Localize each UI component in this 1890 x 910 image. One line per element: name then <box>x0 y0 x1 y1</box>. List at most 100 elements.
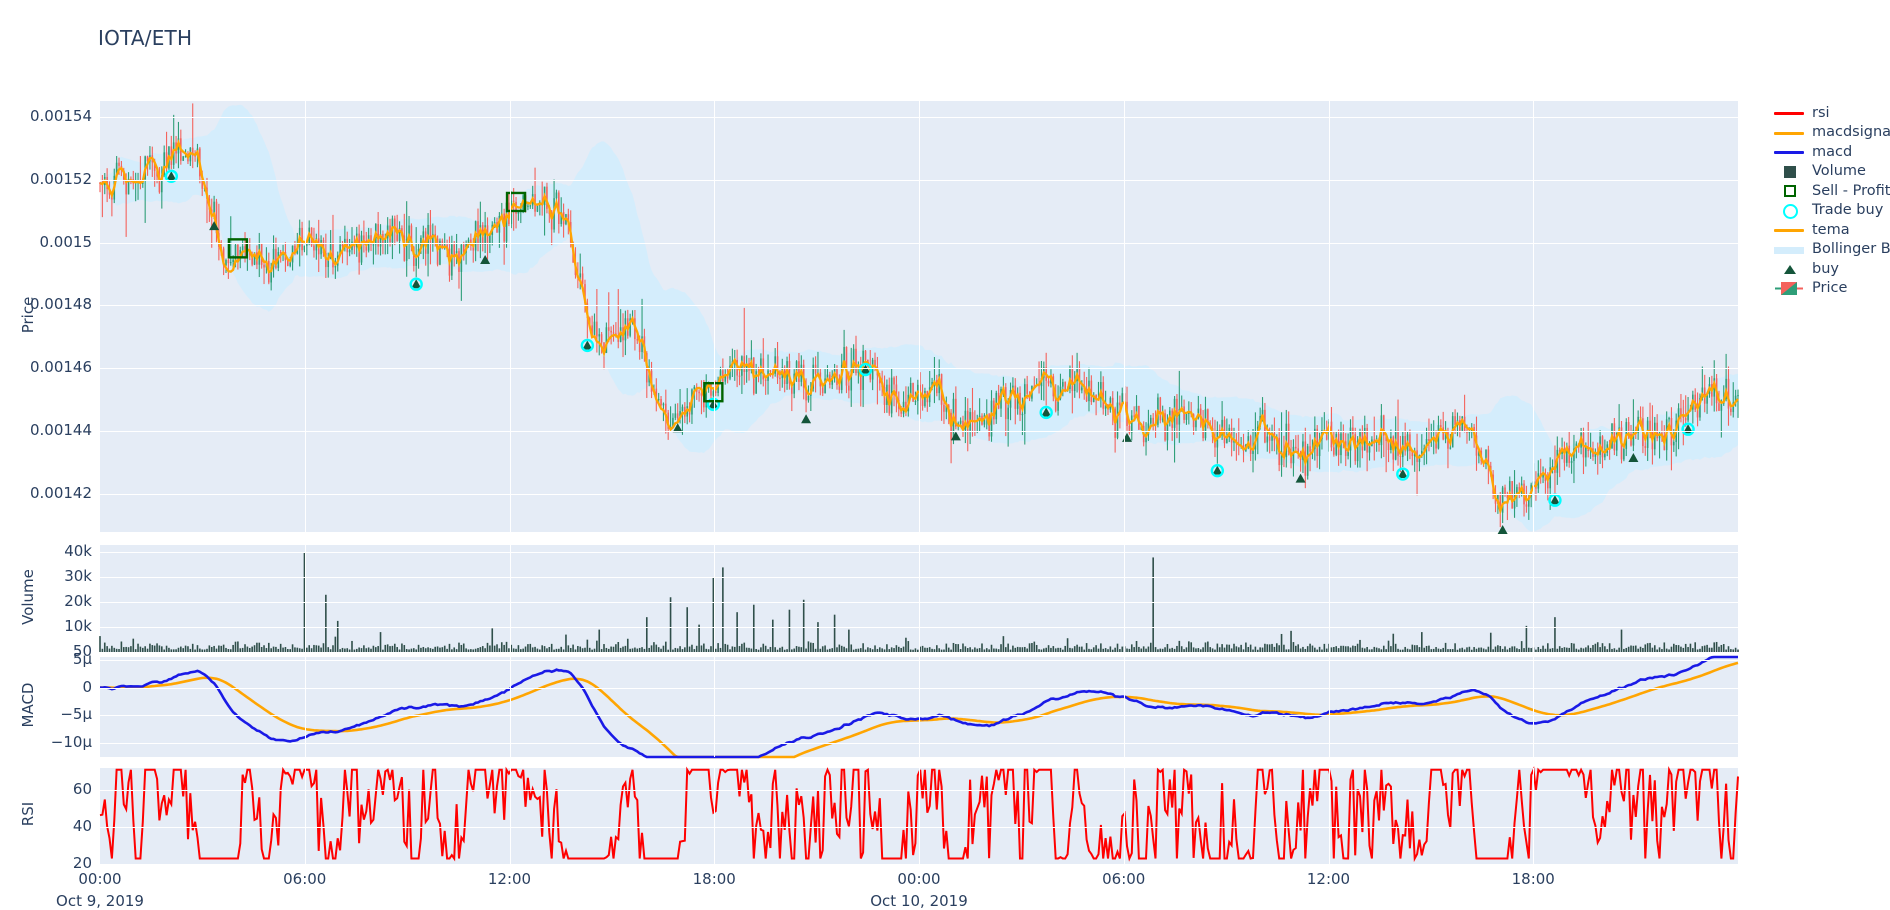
y-tick-label: 0 <box>82 677 92 696</box>
gridline-vertical <box>509 657 511 757</box>
x-tick-label: 12:00 <box>487 870 532 888</box>
legend-item-label: Price <box>1812 280 1848 297</box>
gridline-vertical <box>919 545 920 652</box>
gridline-vertical <box>919 768 920 864</box>
legend-item-bollinger-band[interactable]: Bollinger Band <box>1772 240 1890 260</box>
y-tick-label: −5µ <box>60 705 92 724</box>
legend-key-icon <box>1772 123 1806 142</box>
candlestick-icon <box>1775 281 1803 295</box>
gridline-horizontal <box>100 688 1738 689</box>
legend-item-label: macd <box>1812 143 1853 160</box>
legend-key-icon <box>1772 220 1806 239</box>
gridline-horizontal <box>100 368 1738 369</box>
y-tick-label: 0.00142 <box>29 484 92 503</box>
legend-key-icon <box>1772 201 1806 220</box>
gridline-horizontal <box>100 864 1738 865</box>
sell-profit-markers[interactable] <box>227 191 724 403</box>
gridline-vertical <box>1123 657 1125 757</box>
legend-item-buy[interactable]: buy <box>1772 259 1890 279</box>
gridline-vertical <box>509 545 511 652</box>
gridline-horizontal <box>100 652 1738 653</box>
legend-key-icon <box>1772 259 1806 278</box>
gridline-vertical <box>1328 657 1330 757</box>
legend-item-label: buy <box>1812 260 1839 277</box>
gridline-vertical <box>304 101 306 532</box>
buy-markers[interactable] <box>166 171 1694 535</box>
gridline-horizontal <box>100 180 1738 181</box>
y-tick-label: 0.00148 <box>29 295 92 314</box>
gridline-vertical <box>1328 101 1330 532</box>
x-axis-date-label: Oct 10, 2019 <box>870 892 968 910</box>
x-tick-label: 06:00 <box>1102 870 1146 888</box>
gridline-vertical <box>304 657 306 757</box>
y-tick-label: 5µ <box>72 649 92 668</box>
gridline-horizontal <box>100 305 1738 306</box>
y-tick-label: 30k <box>64 567 92 586</box>
legend-key-icon <box>1772 181 1806 200</box>
gridline-vertical <box>1533 101 1535 532</box>
gridline-horizontal <box>100 827 1738 828</box>
y-tick-label: 40 <box>72 817 92 836</box>
legend-item-label: tema <box>1812 221 1850 238</box>
line-swatch-icon <box>1774 131 1804 135</box>
legend-key-icon <box>1772 279 1806 298</box>
y-tick-label: 50 <box>72 641 92 660</box>
page-title: IOTA/ETH <box>98 26 193 50</box>
band-swatch-icon <box>1774 246 1804 254</box>
y-tick-label: 40k <box>64 542 92 561</box>
legend-item-rsi[interactable]: rsi <box>1772 103 1890 123</box>
gridline-vertical <box>714 657 716 757</box>
legend-key-icon <box>1772 142 1806 161</box>
gridline-horizontal <box>100 552 1738 553</box>
gridline-horizontal <box>100 243 1738 244</box>
line-swatch-icon <box>1774 229 1804 233</box>
gridline-horizontal <box>100 577 1738 578</box>
y-tick-label: 60 <box>72 780 92 799</box>
open-circle-icon <box>1783 203 1798 219</box>
gridline-horizontal <box>100 660 1738 661</box>
legend-item-macdsignal[interactable]: macdsignal <box>1772 123 1890 143</box>
gridline-vertical <box>1328 768 1330 864</box>
trade-buy-markers[interactable] <box>164 169 1695 507</box>
gridline-vertical <box>1123 101 1125 532</box>
y-tick-label: 0.00154 <box>29 106 92 125</box>
gridline-horizontal <box>100 431 1738 432</box>
gridline-vertical <box>1123 768 1125 864</box>
y-tick-label: 0.00146 <box>29 358 92 377</box>
gridline-vertical <box>919 657 920 757</box>
gridline-horizontal <box>100 715 1738 716</box>
y-tick-label: 0.00144 <box>29 421 92 440</box>
x-tick-label: 00:00 <box>78 870 122 888</box>
legend-item-volume[interactable]: Volume <box>1772 162 1890 182</box>
legend-item-label: Trade buy <box>1812 202 1884 219</box>
y-tick-label: 0.0015 <box>39 232 93 251</box>
legend-item-price[interactable]: Price <box>1772 279 1890 299</box>
gridline-vertical <box>714 545 716 652</box>
legend-item-tema[interactable]: tema <box>1772 220 1890 240</box>
gridline-horizontal <box>100 602 1738 603</box>
chart-legend: rsi macdsignal macd Volume Sell - Profit Trad… <box>1772 103 1890 298</box>
legend-item-label: Sell - Profit <box>1812 182 1890 199</box>
legend-key-icon <box>1772 240 1806 259</box>
gridline-vertical <box>509 101 511 532</box>
gridline-vertical <box>1328 545 1330 652</box>
legend-item-label: macdsignal <box>1812 124 1890 141</box>
x-tick-label: 12:00 <box>1306 870 1351 888</box>
legend-item-trade-buy[interactable]: Trade buy <box>1772 201 1890 221</box>
filled-square-icon <box>1784 165 1796 178</box>
gridline-vertical <box>714 768 716 864</box>
legend-item-sell-profit[interactable]: Sell - Profit <box>1772 181 1890 201</box>
legend-item-label: rsi <box>1812 104 1830 121</box>
gridline-vertical <box>1533 545 1535 652</box>
y-tick-label: −10µ <box>50 733 92 752</box>
line-swatch-icon <box>1774 151 1804 155</box>
gridline-vertical <box>304 545 306 652</box>
legend-item-macd[interactable]: macd <box>1772 142 1890 162</box>
gridline-horizontal <box>100 117 1738 118</box>
open-square-icon <box>1784 185 1796 198</box>
gridline-vertical <box>1533 768 1535 864</box>
y-tick-label: 20k <box>64 592 92 611</box>
gridline-vertical <box>714 101 716 532</box>
x-tick-label: 18:00 <box>692 870 736 888</box>
